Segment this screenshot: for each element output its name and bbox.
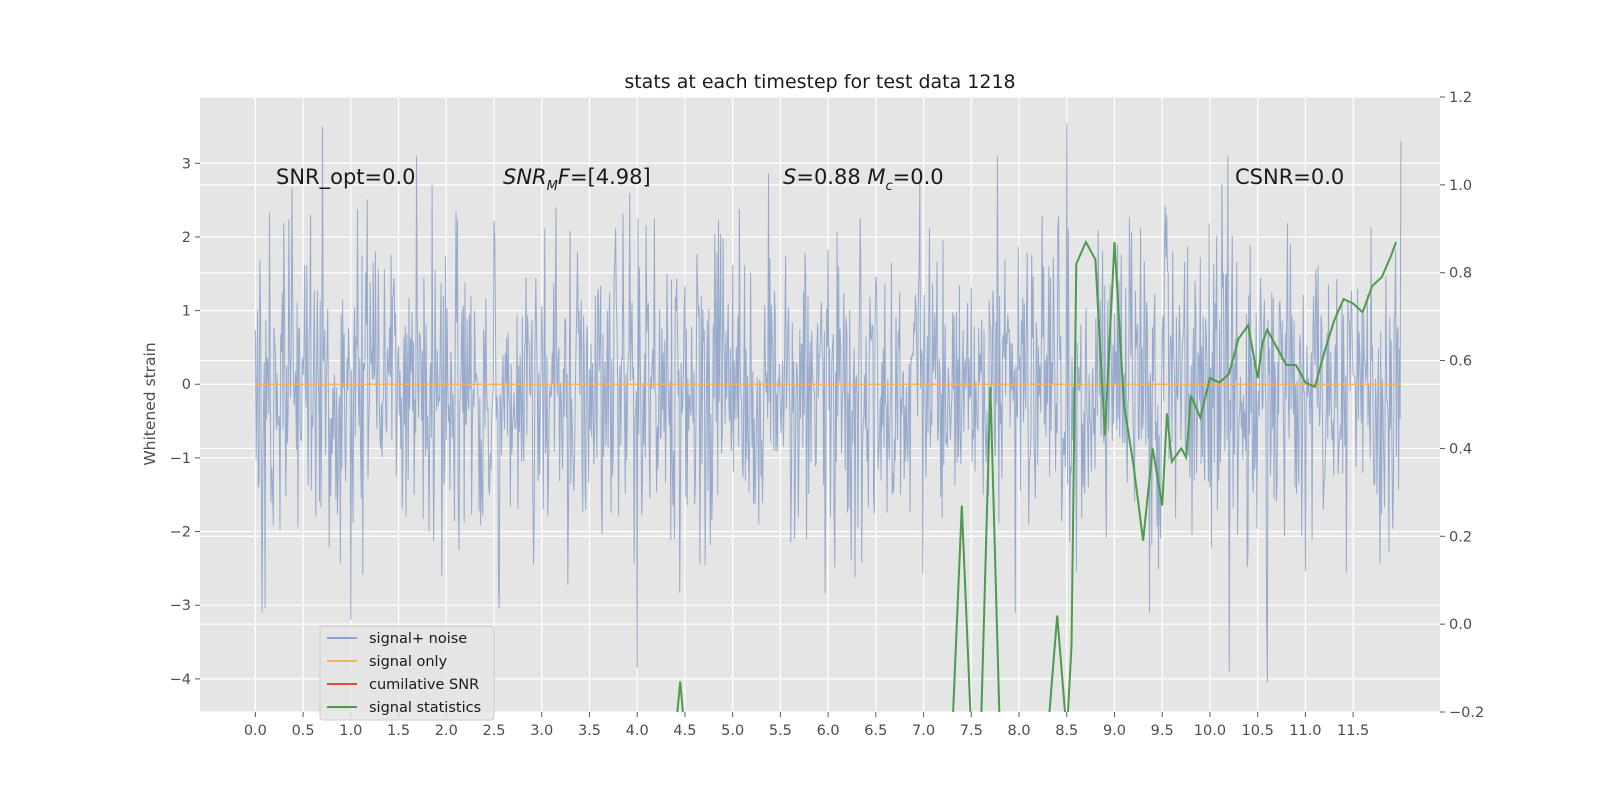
y-tick-label-6: −3 <box>170 598 191 614</box>
annotation-s-mc: S=0.88 Mc=0.0 <box>783 165 944 194</box>
annotation-csnr: CSNR=0.0 <box>1235 165 1344 189</box>
legend-label-signal-statistics: signal statistics <box>369 700 481 716</box>
right-y-axis: 1.2 1.0 0.8 0.6 0.4 0.2 0.0 −0.2 <box>1440 90 1484 721</box>
x-tick-label-11: 5.5 <box>769 723 792 739</box>
y-tick-label-2: 1 <box>182 304 191 320</box>
y2-tick-label-3: 0.6 <box>1449 354 1472 370</box>
legend-label-cumulative-snr: cumilative SNR <box>369 677 479 693</box>
y-tick-label-3: 0 <box>182 377 191 393</box>
legend-label-signal-noise: signal+ noise <box>369 631 467 647</box>
x-tick-label-10: 5.0 <box>721 723 744 739</box>
x-tick-label-20: 10.0 <box>1194 723 1226 739</box>
y-axis-label: Whitened strain <box>141 342 159 465</box>
x-tick-label-8: 4.0 <box>626 723 649 739</box>
y-tick-label-7: −4 <box>170 672 191 688</box>
y2-tick-label-5: 0.2 <box>1449 529 1472 545</box>
y2-tick-label-0: 1.2 <box>1449 90 1472 106</box>
y-tick-label-4: −1 <box>170 451 191 467</box>
signal-noise-line <box>254 122 1402 683</box>
x-tick-label-17: 8.5 <box>1055 723 1078 739</box>
y2-tick-label-7: −0.2 <box>1449 705 1484 721</box>
legend-box <box>319 625 495 721</box>
signal-statistics-line <box>676 239 1398 712</box>
x-tick-label-16: 8.0 <box>1007 723 1030 739</box>
y-tick-label-0: 3 <box>182 156 191 172</box>
x-tick-label-1: 0.5 <box>292 723 315 739</box>
legend: signal+ noise signal only cumilative SNR… <box>319 625 495 721</box>
y2-tick-label-4: 0.4 <box>1449 441 1472 457</box>
x-tick-label-5: 2.5 <box>482 723 505 739</box>
y-tick-label-5: −2 <box>170 525 191 541</box>
x-tick-label-22: 11.0 <box>1289 723 1321 739</box>
y2-tick-label-1: 1.0 <box>1449 178 1472 194</box>
signal-noise-series <box>254 122 1402 683</box>
y2-tick-label-2: 0.8 <box>1449 266 1472 282</box>
x-tick-label-7: 3.5 <box>578 723 601 739</box>
x-tick-label-4: 2.0 <box>435 723 458 739</box>
x-tick-label-18: 9.0 <box>1103 723 1126 739</box>
x-tick-label-14: 7.0 <box>912 723 935 739</box>
legend-label-signal-only: signal only <box>369 654 448 670</box>
x-tick-label-6: 3.0 <box>530 723 553 739</box>
y2-tick-label-6: 0.0 <box>1449 617 1472 633</box>
x-tick-label-2: 1.0 <box>339 723 362 739</box>
x-axis: 0.0 0.5 1.0 1.5 2.0 2.5 3.0 3.5 4.0 4.5 5.0 5.5 6.0 6… <box>244 712 1369 739</box>
x-tick-label-9: 4.5 <box>673 723 696 739</box>
x-tick-label-13: 6.5 <box>864 723 887 739</box>
left-y-axis: 3 2 1 0 −1 −2 −3 −4 <box>170 156 200 688</box>
y-tick-label-1: 2 <box>182 230 191 246</box>
chart-title: stats at each timestep for test data 121… <box>624 71 1015 93</box>
annotation-snr-opt: SNR_opt=0.0 <box>276 165 416 190</box>
x-tick-label-12: 6.0 <box>817 723 840 739</box>
x-tick-label-0: 0.0 <box>244 723 267 739</box>
x-tick-label-21: 10.5 <box>1242 723 1274 739</box>
x-tick-label-15: 7.5 <box>960 723 983 739</box>
annotation-snr-mf: SNRMF=[4.98] <box>503 165 651 194</box>
x-tick-label-19: 9.5 <box>1151 723 1174 739</box>
x-tick-label-3: 1.5 <box>387 723 410 739</box>
x-tick-label-23: 11.5 <box>1337 723 1369 739</box>
overlay-lines <box>255 239 1401 712</box>
